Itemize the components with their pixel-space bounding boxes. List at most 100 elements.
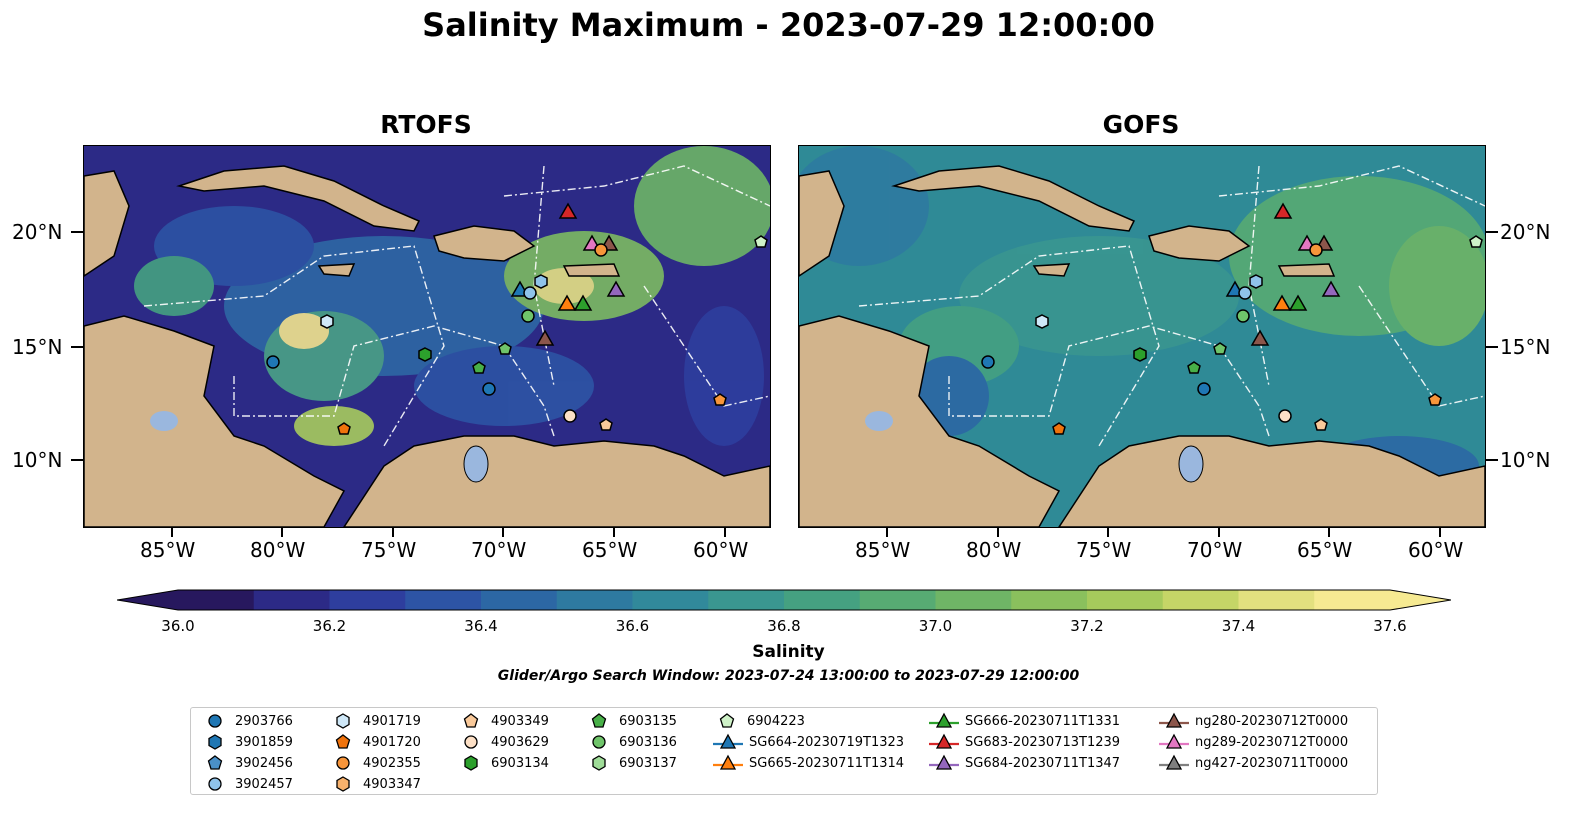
legend-item: 4902355 xyxy=(329,753,421,773)
legend-label: ng427-20230711T0000 xyxy=(1195,755,1349,771)
colorbar-segment xyxy=(935,590,1012,610)
colorbar xyxy=(117,589,1451,611)
legend-item: ng427-20230711T0000 xyxy=(1159,753,1348,773)
colorbar-tick-label: 36.4 xyxy=(464,617,498,635)
colorbar-tick-label: 36.8 xyxy=(767,617,801,635)
lon-label-gofs: 75°W xyxy=(1076,538,1132,562)
map-panel-rtofs[interactable] xyxy=(83,145,771,528)
legend-label: SG683-20230713T1239 xyxy=(965,734,1121,750)
colorbar-segment xyxy=(1011,590,1088,610)
lat-label-right: 20°N xyxy=(1500,220,1551,244)
lon-label-gofs: 80°W xyxy=(966,538,1022,562)
circle-marker-icon xyxy=(329,754,363,772)
legend-item: 4903347 xyxy=(329,774,421,794)
legend-item: SG684-20230711T1347 xyxy=(929,753,1120,773)
circle-marker-icon xyxy=(201,775,235,793)
lon-label-rtofs: 60°W xyxy=(693,538,749,562)
colorbar-segment xyxy=(859,590,936,610)
legend-item: 3901859 xyxy=(201,732,293,752)
rtofs-lake-nicaragua xyxy=(150,411,178,431)
colorbar-segment xyxy=(708,590,785,610)
triangle-line-marker-icon xyxy=(1159,754,1195,772)
legend-label: 4902355 xyxy=(363,755,421,771)
gofs-land xyxy=(799,165,1485,527)
legend-item: 3902457 xyxy=(201,774,293,794)
legend-item: ng289-20230712T0000 xyxy=(1159,732,1348,752)
legend-label: 3902457 xyxy=(235,776,293,792)
legend-label: 6903137 xyxy=(619,755,677,771)
circle-marker-icon xyxy=(201,712,235,730)
hexagon-marker-icon xyxy=(201,733,235,751)
legend-label: ng289-20230712T0000 xyxy=(1195,734,1349,750)
colorbar-tick-label: 36.0 xyxy=(161,617,195,635)
gofs-lake-nicaragua xyxy=(865,411,893,431)
colorbar-segment xyxy=(253,590,330,610)
legend-item: 6903137 xyxy=(585,753,677,773)
lon-label-gofs: 85°W xyxy=(855,538,911,562)
legend-item: 6903135 xyxy=(585,711,677,731)
colorbar-segment xyxy=(1238,590,1315,610)
colorbar-extend-high xyxy=(1390,590,1451,610)
lon-label-rtofs: 65°W xyxy=(582,538,638,562)
legend-label: 6903136 xyxy=(619,734,677,750)
legend-label: SG664-20230719T1323 xyxy=(749,734,905,750)
colorbar-segment xyxy=(405,590,482,610)
hexagon-marker-icon xyxy=(585,754,619,772)
panel-title-gofs: GOFS xyxy=(1102,110,1180,139)
colorbar-extend-low xyxy=(117,590,178,610)
lon-label-gofs: 60°W xyxy=(1408,538,1464,562)
legend-label: SG684-20230711T1347 xyxy=(965,755,1121,771)
legend-label: 6903134 xyxy=(491,755,549,771)
colorbar-segment xyxy=(632,590,709,610)
legend-item: 6904223 xyxy=(713,711,805,731)
legend-item: 3902456 xyxy=(201,753,293,773)
rtofs-land xyxy=(84,165,770,527)
legend-item: SG666-20230711T1331 xyxy=(929,711,1120,731)
hexagon-marker-icon xyxy=(329,775,363,793)
triangle-line-marker-icon xyxy=(929,712,965,730)
rtofs-map xyxy=(84,146,770,527)
pentagon-marker-icon xyxy=(457,712,491,730)
colorbar-segment xyxy=(178,590,255,610)
triangle-line-marker-icon xyxy=(713,733,749,751)
triangle-line-marker-icon xyxy=(929,733,965,751)
legend-label: SG666-20230711T1331 xyxy=(965,713,1121,729)
pentagon-marker-icon xyxy=(585,712,619,730)
lon-label-rtofs: 85°W xyxy=(140,538,196,562)
pentagon-marker-icon xyxy=(329,733,363,751)
circle-marker-icon xyxy=(457,733,491,751)
colorbar-segment xyxy=(329,590,406,610)
axis-ticks xyxy=(71,231,1498,537)
triangle-line-marker-icon xyxy=(713,754,749,772)
hexagon-marker-icon xyxy=(329,712,363,730)
colorbar-tick-label: 37.4 xyxy=(1221,617,1256,635)
colorbar-tick-label: 36.6 xyxy=(615,617,650,635)
search-window-text: Glider/Argo Search Window: 2023-07-24 13… xyxy=(497,668,1080,684)
rtofs-markers xyxy=(266,202,768,435)
gofs-map xyxy=(799,146,1485,527)
pentagon-marker-icon xyxy=(713,712,747,730)
gofs-lake-maracaibo xyxy=(1178,445,1204,483)
colorbar-segment xyxy=(784,590,861,610)
legend-label: 3902456 xyxy=(235,755,293,771)
legend-label: 6904223 xyxy=(747,713,805,729)
colorbar-segment xyxy=(1087,590,1164,610)
map-panel-gofs[interactable] xyxy=(798,145,1486,528)
legend-label: ng280-20230712T0000 xyxy=(1195,713,1349,729)
legend-item: SG664-20230719T1323 xyxy=(713,732,904,752)
lon-label-gofs: 70°W xyxy=(1187,538,1243,562)
colorbar-tick-label: 37.0 xyxy=(918,617,953,635)
colorbar-tick-label: 36.2 xyxy=(312,617,347,635)
lat-label-left: 15°N xyxy=(12,335,63,359)
colorbar-tick-label: 37.2 xyxy=(1070,617,1104,635)
circle-marker-icon xyxy=(585,733,619,751)
legend-item: 4901719 xyxy=(329,711,421,731)
legend-item: 4903349 xyxy=(457,711,549,731)
rtofs-salinity-field xyxy=(134,146,770,446)
gofs-eez-lines xyxy=(858,165,1485,447)
lat-label-left: 20°N xyxy=(12,220,63,244)
legend-item: 2903766 xyxy=(201,711,293,731)
legend-label: 4901720 xyxy=(363,734,421,750)
colorbar-segment xyxy=(556,590,633,610)
lon-label-rtofs: 70°W xyxy=(471,538,527,562)
